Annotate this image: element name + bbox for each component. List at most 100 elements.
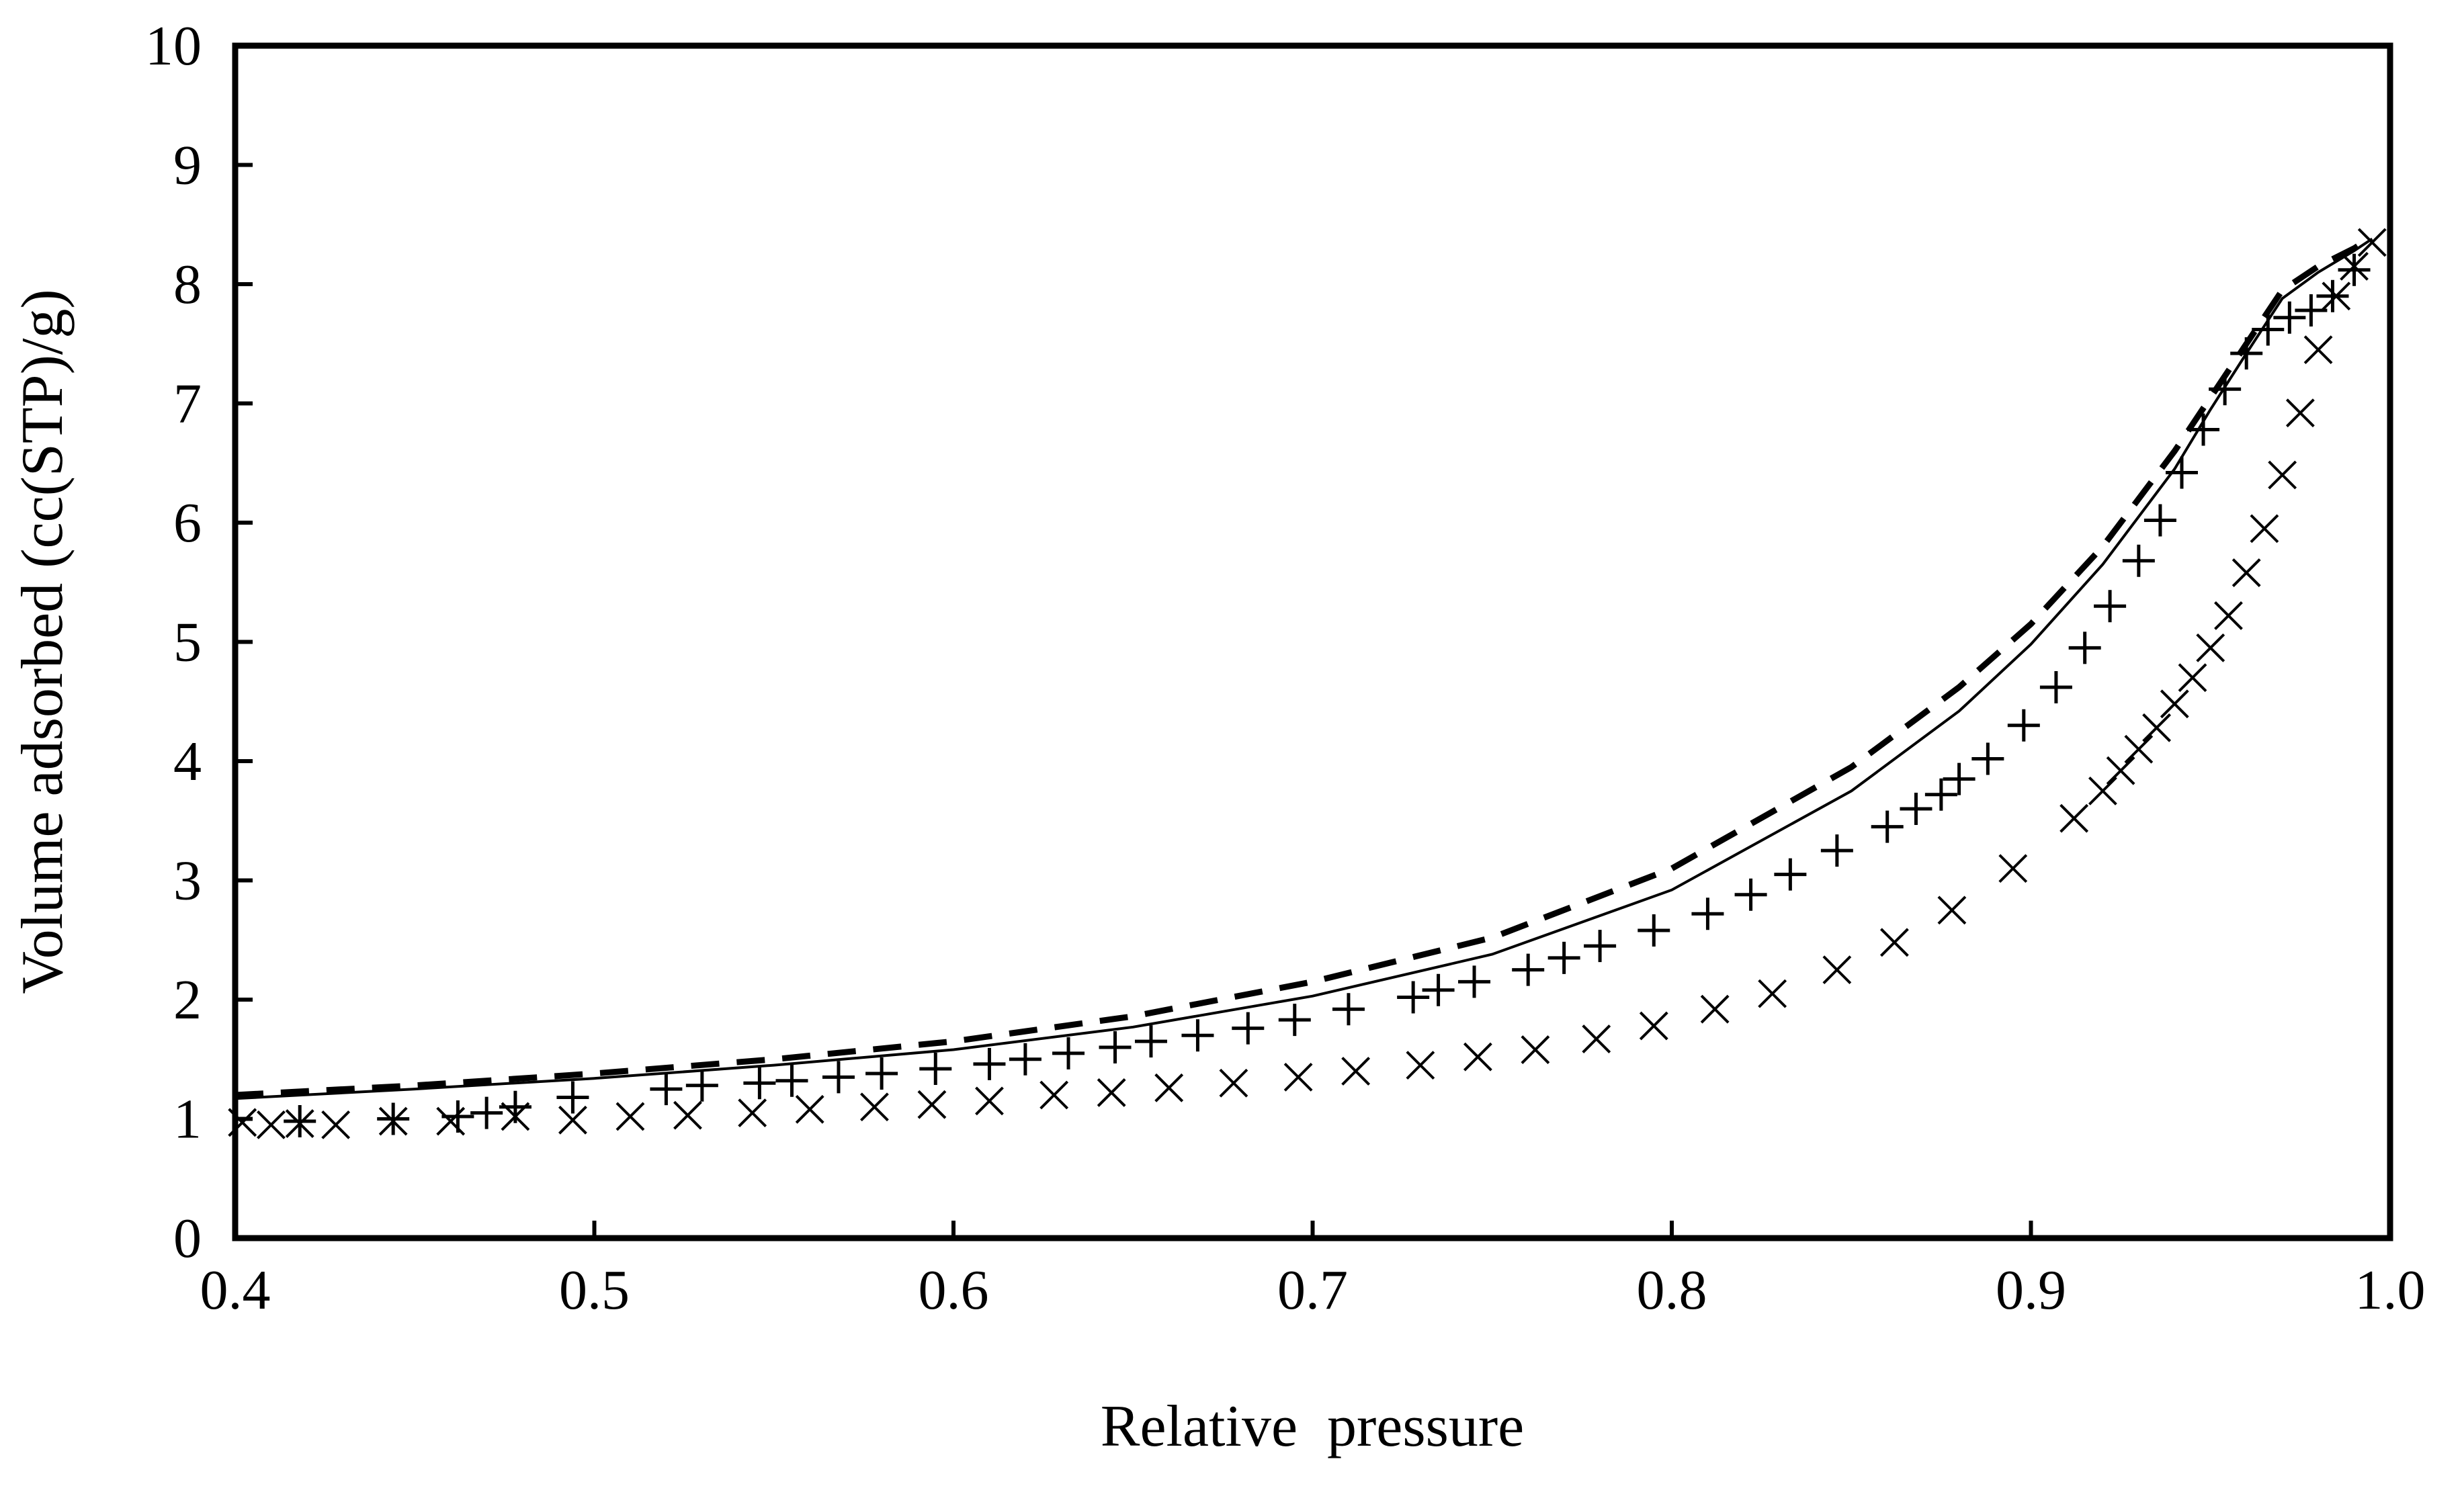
marker-stroke xyxy=(2106,756,2135,785)
marker-stroke xyxy=(1700,994,1730,1024)
plus-marker-point xyxy=(775,1064,808,1097)
x-marker-point xyxy=(1758,979,1787,1008)
x-marker-point xyxy=(1582,1024,1611,1053)
plus-marker-point xyxy=(1971,742,2004,775)
x-marker-point xyxy=(2142,713,2171,742)
x-tick-label: 0.7 xyxy=(1277,1259,1348,1321)
plus-marker-point xyxy=(1009,1043,1042,1076)
marker-stroke xyxy=(859,1092,889,1122)
marker-stroke xyxy=(2059,803,2089,833)
x-marker-point xyxy=(1879,928,1909,957)
x-marker-point xyxy=(2285,398,2315,428)
marker-stroke xyxy=(2160,689,2189,719)
plus-marker-point xyxy=(2187,413,2220,446)
x-marker-point xyxy=(257,1110,286,1139)
x-marker-point xyxy=(228,1108,257,1137)
plus-marker-point xyxy=(470,1096,503,1129)
x-marker-point xyxy=(1998,854,2028,883)
marker-stroke xyxy=(2357,228,2387,257)
marker-stroke xyxy=(1639,1011,1668,1041)
plus-marker-point xyxy=(1774,858,1807,891)
x-marker-point xyxy=(615,1102,645,1131)
plus-marker-point xyxy=(1099,1031,1132,1063)
marker-stroke xyxy=(321,1110,351,1139)
x-marker-point xyxy=(2303,335,2333,365)
marker-stroke xyxy=(2285,398,2315,428)
x-marker-point xyxy=(1937,895,1967,925)
plus-marker-point xyxy=(973,1047,1006,1080)
y-tick-label: 2 xyxy=(173,969,202,1031)
marker-stroke xyxy=(558,1105,587,1135)
series-model-solid xyxy=(235,237,2373,1100)
marker-stroke xyxy=(1341,1057,1371,1086)
plus-marker-point xyxy=(2068,631,2101,664)
plus-marker-point xyxy=(1820,834,1853,867)
plus-marker-point xyxy=(2165,456,2198,489)
plus-marker-point xyxy=(1232,1012,1265,1045)
plus-marker-point xyxy=(685,1069,718,1102)
marker-stroke xyxy=(257,1110,286,1139)
x-marker-point xyxy=(2124,734,2154,764)
plus-marker-point xyxy=(2122,544,2155,577)
x-marker-point xyxy=(1219,1068,1248,1098)
x-marker-point xyxy=(2214,601,2243,630)
plus-marker-point xyxy=(1422,973,1455,1006)
x-marker-point xyxy=(859,1092,889,1122)
marker-stroke xyxy=(738,1098,767,1128)
marker-stroke xyxy=(2178,663,2207,693)
y-axis-title: Volume adsorbed (cc(STP)/g) xyxy=(10,289,75,994)
plus-marker-point xyxy=(2143,504,2176,537)
plus-marker-point xyxy=(1691,898,1724,930)
x-tick-label: 0.8 xyxy=(1637,1259,1707,1321)
plus-marker-point xyxy=(1332,993,1365,1026)
x-marker-point xyxy=(975,1086,1004,1116)
marker-stroke xyxy=(1879,928,1909,957)
marker-stroke xyxy=(1463,1042,1492,1072)
x-marker-point xyxy=(1283,1062,1313,1092)
x-marker-point xyxy=(2088,776,2117,805)
marker-stroke xyxy=(436,1106,466,1136)
plus-marker-point xyxy=(2039,670,2072,703)
plus-marker-point xyxy=(2273,301,2306,334)
plus-marker-point xyxy=(1278,1004,1311,1037)
marker-stroke xyxy=(1521,1035,1550,1064)
plus-marker-point xyxy=(1638,914,1670,947)
x-axis-title: Relative pressure xyxy=(1101,1394,1524,1459)
marker-stroke xyxy=(917,1090,947,1119)
plus-marker-point xyxy=(1181,1019,1214,1052)
plus-marker-point xyxy=(1134,1025,1167,1058)
x-marker-point xyxy=(436,1106,466,1136)
marker-stroke xyxy=(673,1100,702,1130)
plus-marker-point xyxy=(1052,1037,1085,1069)
marker-stroke xyxy=(1097,1078,1126,1107)
x-marker-point xyxy=(2178,663,2207,693)
plus-marker-point xyxy=(284,1105,316,1138)
x-tick-label: 1.0 xyxy=(2355,1259,2426,1321)
marker-stroke xyxy=(795,1094,824,1124)
marker-stroke xyxy=(2088,776,2117,805)
x-marker-point xyxy=(2106,756,2135,785)
plus-marker-point xyxy=(1512,953,1545,986)
marker-stroke xyxy=(1406,1051,1435,1080)
series-model-dashed xyxy=(235,234,2374,1098)
x-axis: 0.4 0.5 0.6 0.7 0.8 0.9 1.0 xyxy=(200,1221,2426,1321)
plot-frame xyxy=(232,42,2393,1241)
marker-stroke xyxy=(1998,854,2028,883)
x-marker-point xyxy=(1700,994,1730,1024)
plus-marker-point xyxy=(2316,279,2349,312)
plus-marker-point xyxy=(1584,930,1617,963)
plus-marker-point xyxy=(2295,294,2328,327)
x-marker-point xyxy=(1521,1035,1550,1064)
plus-marker-point xyxy=(2094,590,2127,623)
y-tick-label: 3 xyxy=(173,850,202,912)
marker-stroke xyxy=(1283,1062,1313,1092)
plus-marker-point xyxy=(1397,981,1430,1014)
x-marker-point xyxy=(1639,1011,1668,1041)
marker-stroke xyxy=(975,1086,1004,1116)
x-marker-point xyxy=(795,1094,824,1124)
y-tick-label: 1 xyxy=(173,1088,202,1151)
y-tick-label: 6 xyxy=(173,492,202,554)
x-marker-point xyxy=(1822,955,1852,985)
marker-stroke xyxy=(1582,1024,1611,1053)
